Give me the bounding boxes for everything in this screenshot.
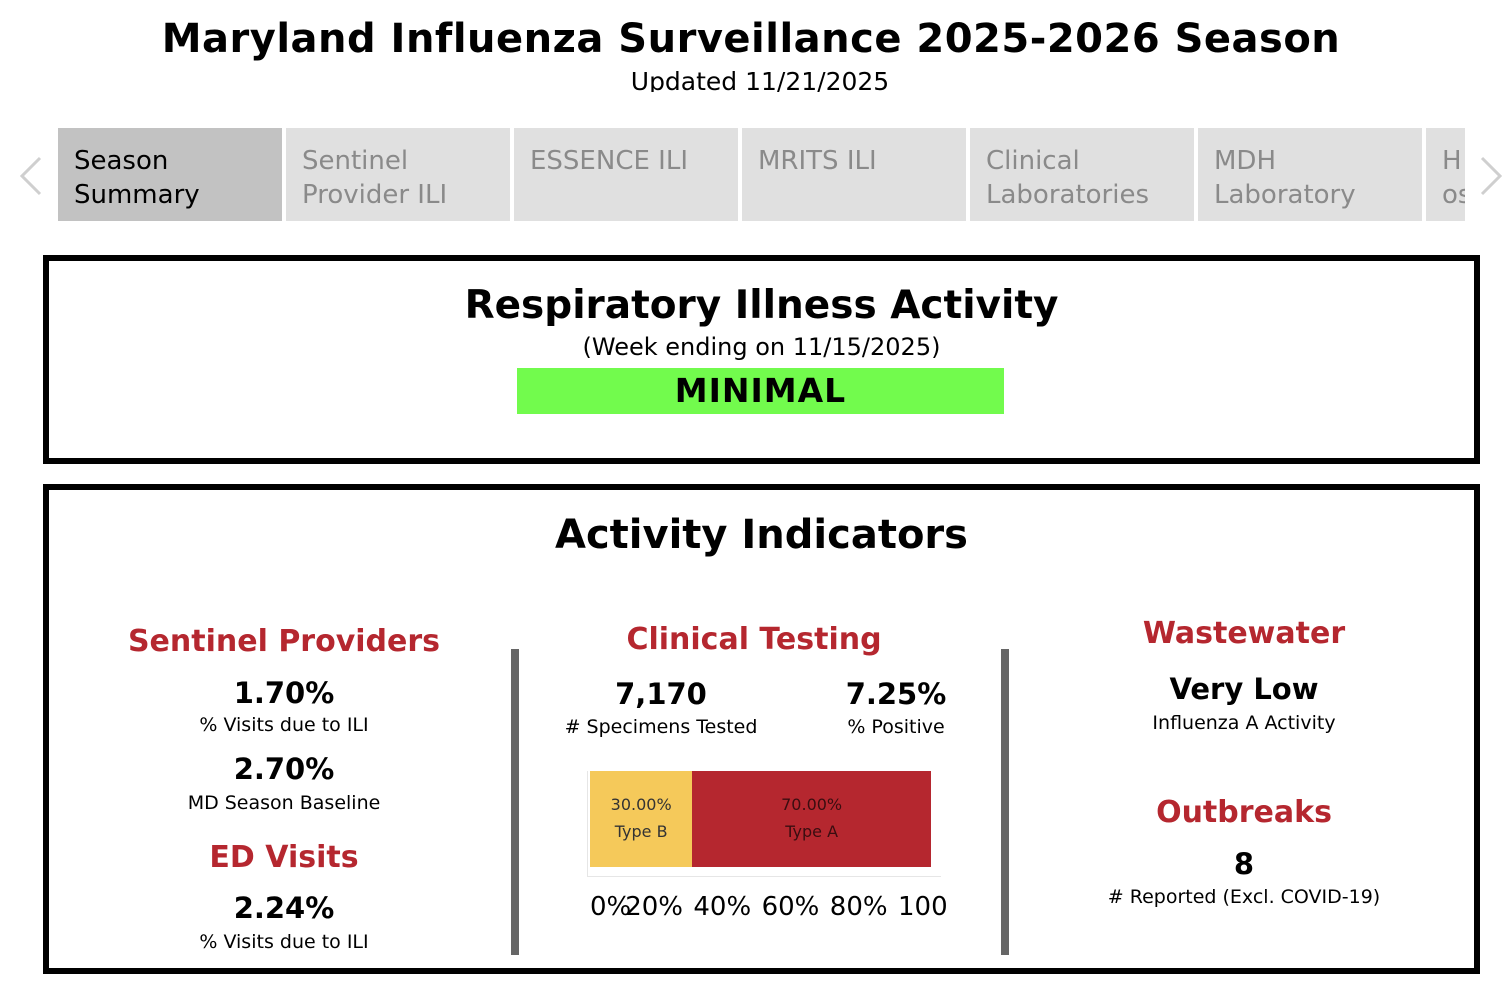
bar-segment-type-a[interactable]: 70.00% Type A <box>692 771 931 867</box>
updated-date: Updated 11/21/2025 <box>630 67 890 92</box>
week-ending-label: (Week ending on 11/15/2025) <box>582 333 941 361</box>
x-tick-label: 60% <box>761 892 820 922</box>
bar-segment-value-label: 70.00% <box>781 795 843 814</box>
tab-bar: Season Summary Sentinel Provider ILI ESS… <box>58 128 1465 221</box>
tab-label: Sentinel Provider ILI <box>302 146 448 210</box>
tab-sentinel-provider-ili[interactable]: Sentinel Provider ILI <box>286 128 510 221</box>
sentinel-ili-label: % Visits due to ILI <box>199 714 369 736</box>
ed-visits-value: 2.24% <box>233 891 335 925</box>
activity-level-badge: MINIMAL <box>517 368 1004 414</box>
tab-hospitalizations[interactable]: Hospitalizations <box>1426 128 1465 221</box>
x-tick-label: 0% <box>590 892 632 922</box>
positive-value: 7.25% <box>845 677 947 711</box>
page-title: Maryland Influenza Surveillance 2025-202… <box>161 16 1341 62</box>
wastewater-label: Influenza A Activity <box>1152 712 1336 734</box>
outbreaks-value: 8 <box>1233 847 1255 881</box>
bar-segment-value-label: 30.00% <box>610 795 672 814</box>
tab-clinical-laboratories[interactable]: Clinical Laboratories <box>970 128 1194 221</box>
tab-label: Hospitalizations <box>1442 146 1465 210</box>
x-tick-label: 80% <box>829 892 888 922</box>
tab-label: ESSENCE ILI <box>530 146 688 176</box>
tab-season-summary[interactable]: Season Summary <box>58 128 282 221</box>
tab-mrits-ili[interactable]: MRITS ILI <box>742 128 966 221</box>
bar-segment-name-label: Type A <box>785 822 839 841</box>
tab-essence-ili[interactable]: ESSENCE ILI <box>514 128 738 221</box>
chart-axis-bottom <box>587 876 941 877</box>
specimens-label: # Specimens Tested <box>564 716 758 738</box>
respiratory-activity-panel: Respiratory Illness Activity (Week endin… <box>43 255 1480 464</box>
baseline-label: MD Season Baseline <box>187 792 381 814</box>
x-tick-label: 100 <box>898 892 948 922</box>
tab-label: MRITS ILI <box>758 146 877 176</box>
tab-label: Clinical Laboratories <box>986 146 1150 210</box>
tab-label: Season Summary <box>74 146 200 210</box>
x-tick-label: 40% <box>693 892 752 922</box>
activity-indicators-title: Activity Indicators <box>555 512 968 558</box>
influenza-type-bar-chart: 30.00% Type B 70.00% Type A <box>590 771 931 867</box>
ed-visits-label: % Visits due to ILI <box>199 931 369 953</box>
wastewater-heading: Wastewater <box>1142 616 1346 651</box>
outbreaks-heading: Outbreaks <box>1156 795 1332 830</box>
clinical-testing-heading: Clinical Testing <box>626 622 882 657</box>
column-divider <box>1001 649 1009 955</box>
x-tick-label: 20% <box>625 892 683 922</box>
positive-label: % Positive <box>847 716 945 738</box>
sentinel-providers-heading: Sentinel Providers <box>127 624 441 659</box>
ed-visits-heading: ED Visits <box>209 840 359 875</box>
wastewater-value: Very Low <box>1169 672 1319 706</box>
chart-axis-left <box>587 771 588 877</box>
column-divider <box>511 649 519 955</box>
bar-segment-name-label: Type B <box>614 822 668 841</box>
tab-label: MDH Laboratory <box>1214 146 1356 210</box>
bar-segment-type-b[interactable]: 30.00% Type B <box>590 771 693 867</box>
activity-indicators-panel: Activity Indicators Sentinel Providers 1… <box>43 484 1480 974</box>
sentinel-ili-value: 1.70% <box>233 676 335 710</box>
outbreaks-label: # Reported (Excl. COVID-19) <box>1107 886 1381 908</box>
baseline-value: 2.70% <box>233 752 335 786</box>
chevron-right-icon[interactable] <box>1476 152 1502 200</box>
chevron-left-icon[interactable] <box>16 152 46 200</box>
respiratory-activity-title: Respiratory Illness Activity <box>464 283 1059 328</box>
specimens-value: 7,170 <box>615 677 707 711</box>
tab-mdh-laboratory[interactable]: MDH Laboratory <box>1198 128 1422 221</box>
